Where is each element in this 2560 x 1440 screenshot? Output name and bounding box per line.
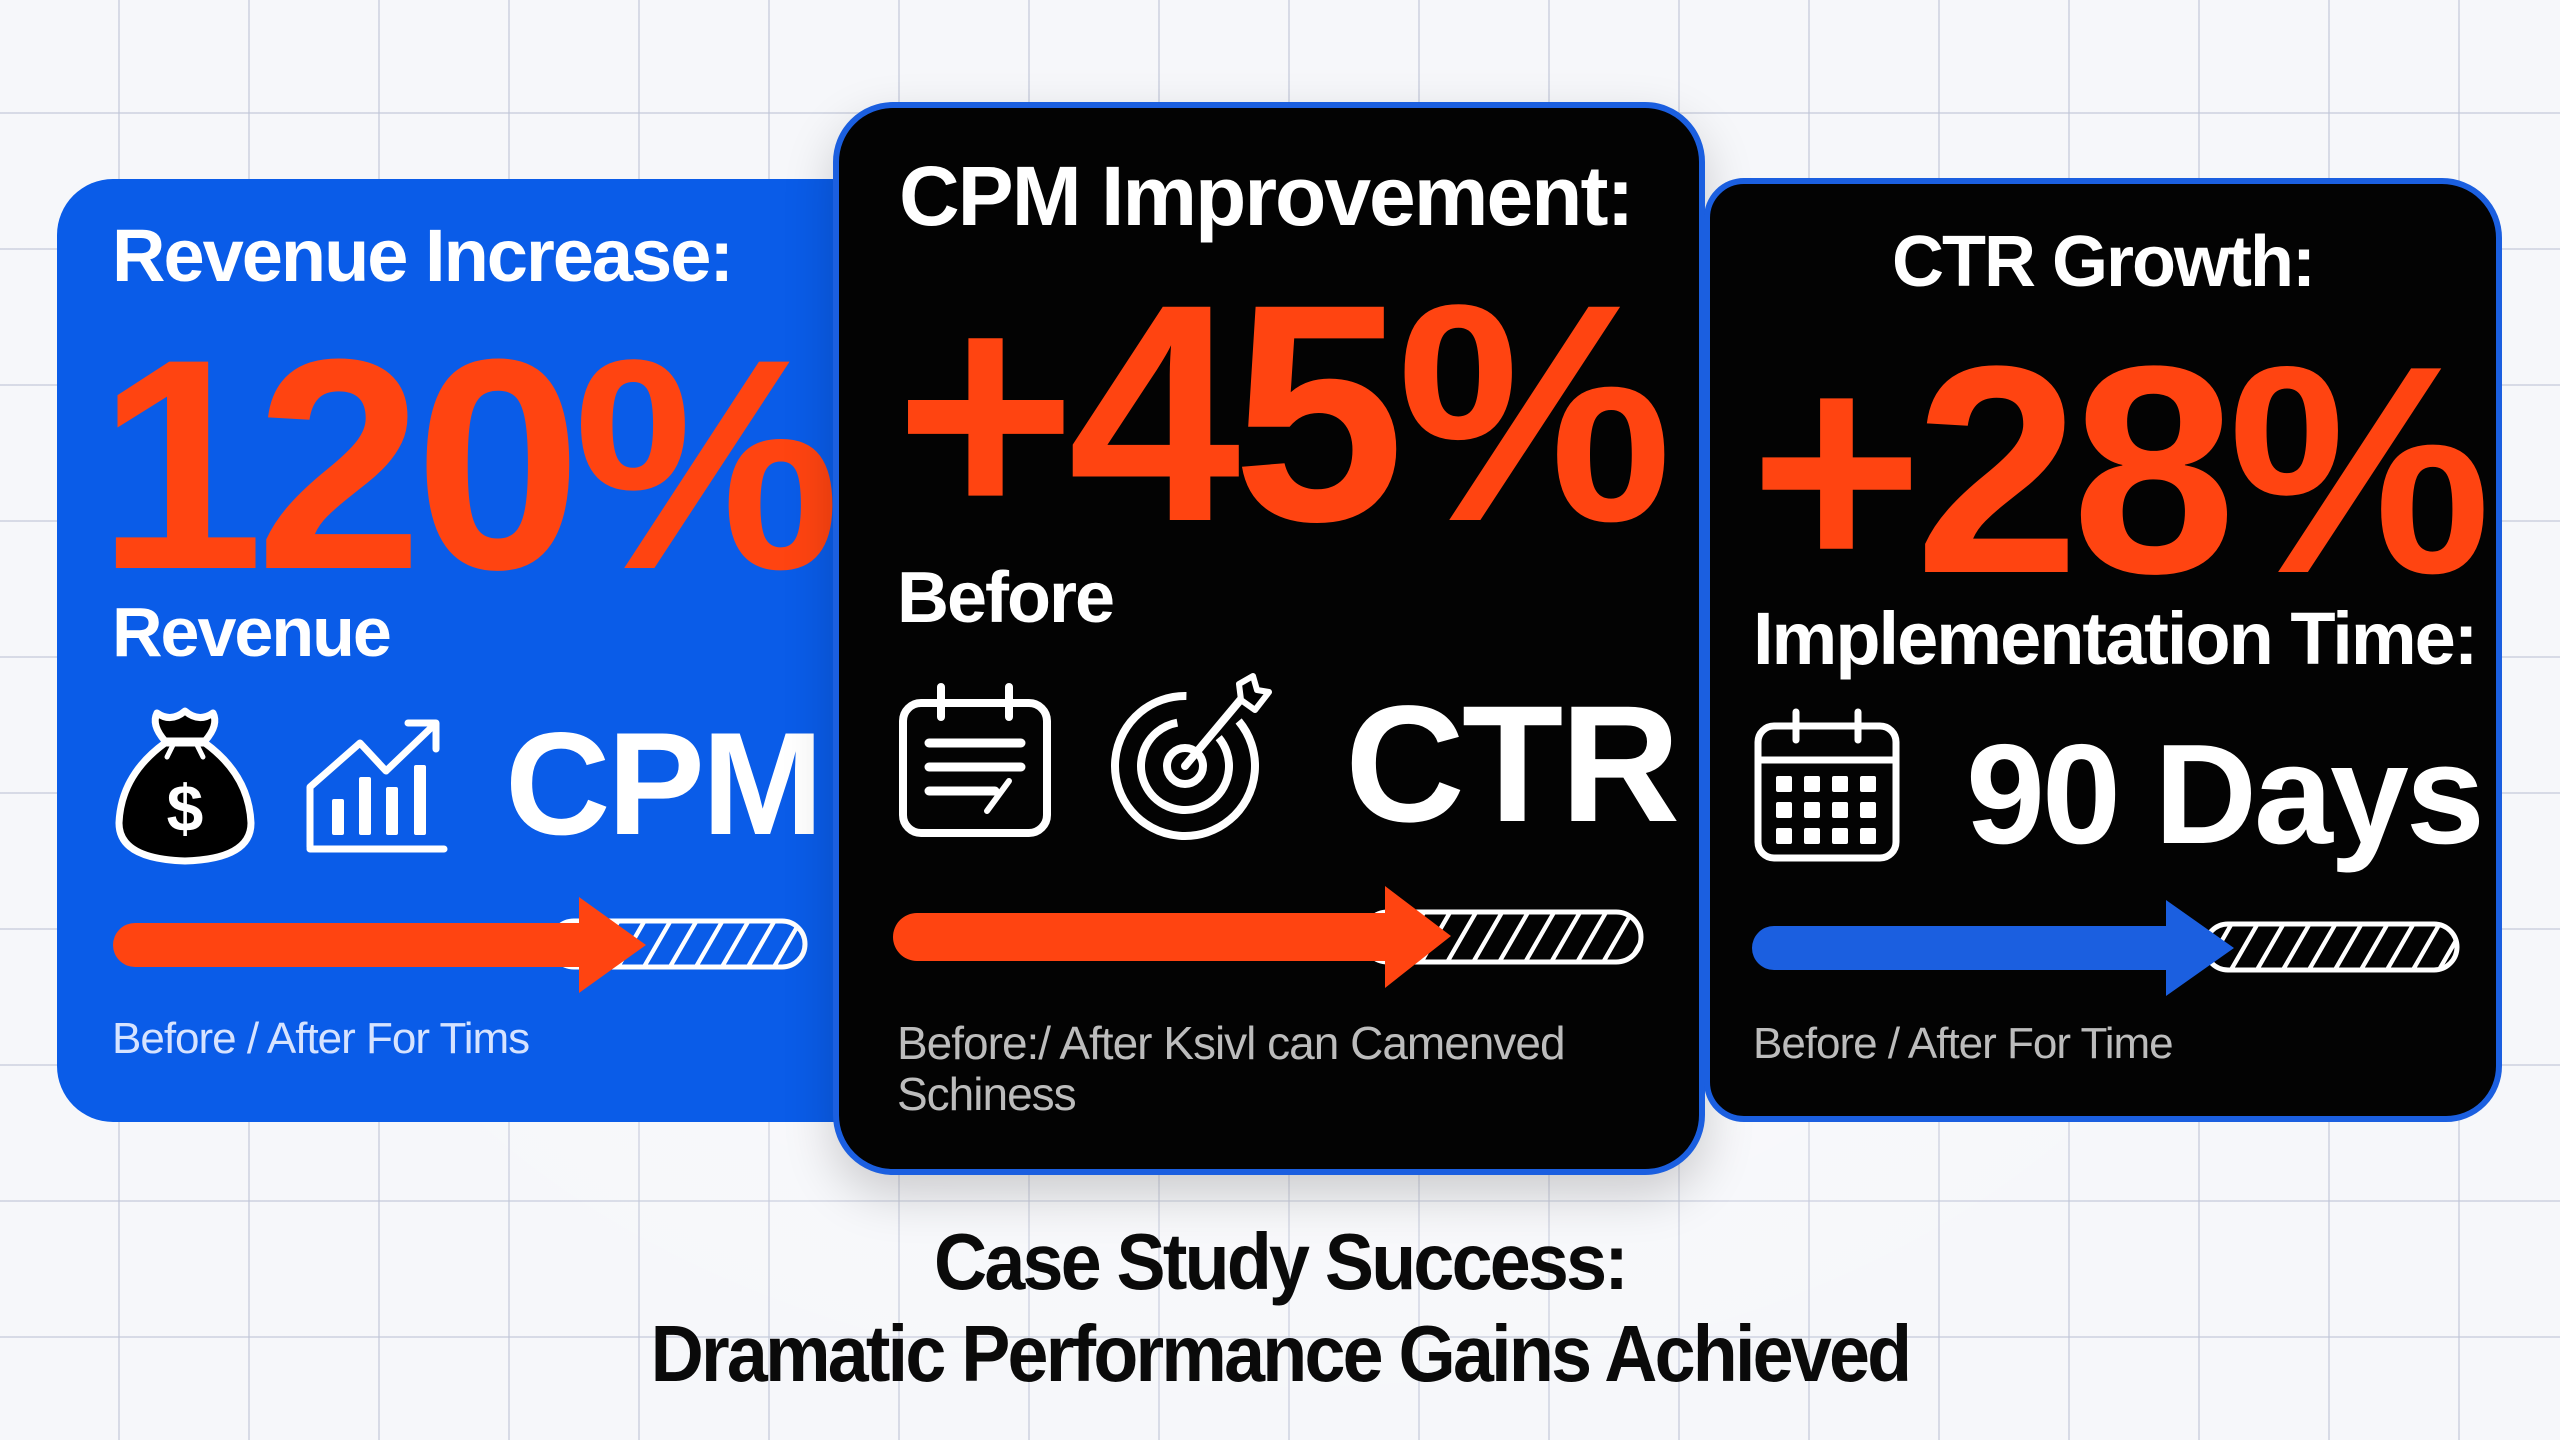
card-metric: CPM [505, 702, 823, 865]
card-value: +45% [895, 239, 1672, 586]
target-arrow-icon [1111, 673, 1272, 840]
card-caption: Before / After For Time [1753, 1019, 2174, 1068]
revenue-card: Revenue Increase: 120% Revenue $ CPM Bef… [57, 179, 857, 1122]
footer-headline-line1: Case Study Success: [933, 1217, 1629, 1306]
svg-text:$: $ [167, 771, 204, 845]
card-caption: Before:/ After Ksivl can Camenved [897, 1017, 1566, 1069]
card-metric: CTR [1345, 672, 1680, 857]
card-caption-line2: Schiness [897, 1068, 1077, 1120]
card-title: CTR Growth: [1892, 222, 2316, 302]
card-value: +28% [1750, 304, 2491, 635]
progress-arrow [893, 886, 1644, 988]
calendar-icon [1754, 708, 1900, 862]
bar-chart-trend-icon [306, 719, 448, 853]
footer-headline-line2: Dramatic Performance Gains Achieved [650, 1309, 1913, 1398]
card-caption: Before / After For Tims [112, 1014, 530, 1063]
cpm-card: CPM Improvement: +45% Before CTR Before:… [833, 102, 1705, 1175]
card-label: Before [897, 558, 1115, 638]
money-bag-icon: $ [115, 707, 255, 865]
progress-arrow [1752, 900, 2460, 996]
ctr-card: CTR Growth: +28% Implementation Time: 90… [1704, 178, 2502, 1122]
card-title: Revenue Increase: [112, 214, 734, 297]
card-label: Implementation Time: [1753, 597, 2478, 680]
card-value: 120% [97, 296, 840, 632]
card-label: Revenue [112, 593, 392, 671]
card-metric: 90 Days [1966, 715, 2485, 874]
progress-arrow [113, 897, 808, 993]
notepad-icon [899, 683, 1051, 837]
card-title: CPM Improvement: [899, 149, 1634, 243]
